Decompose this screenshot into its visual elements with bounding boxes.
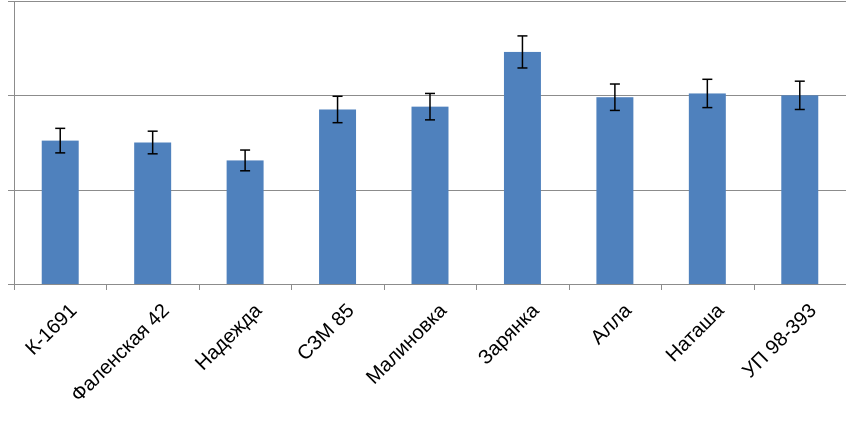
error-bar-4 [332, 95, 343, 124]
error-bar-1 [55, 127, 66, 154]
x-tick-label-7: Алла [587, 299, 637, 349]
x-tick-label-6: Зарянка [474, 299, 544, 369]
error-bar-3 [240, 149, 251, 172]
bar-2 [134, 142, 172, 284]
bar-3 [226, 160, 264, 284]
error-bar-7 [609, 83, 620, 112]
error-bar-2 [147, 130, 158, 155]
bars [41, 51, 819, 285]
bar-1 [41, 140, 79, 284]
error-bar-6 [517, 35, 528, 69]
bar-4 [319, 109, 357, 284]
x-tick-label-8: Наташа [662, 299, 729, 366]
bar-7 [596, 97, 634, 284]
error-bars [55, 35, 805, 172]
x-tick-label-9: УП 98-393 [738, 300, 821, 383]
x-tick-label-1: К-1691 [21, 300, 81, 360]
bar-5 [411, 106, 449, 284]
x-tick-label-2: Фаленская 42 [67, 300, 174, 407]
error-bar-5 [425, 92, 435, 121]
bar-8 [688, 93, 726, 285]
axes [8, 1, 846, 290]
error-bar-9 [794, 80, 805, 111]
x-tick-label-3: Надежда [191, 299, 267, 375]
error-bar-8 [702, 78, 713, 109]
bar-9 [781, 95, 819, 284]
x-tick-label-5: Малиновка [362, 299, 452, 389]
x-tick-label-4: СЗМ 85 [293, 300, 359, 366]
bar-6 [503, 51, 541, 284]
